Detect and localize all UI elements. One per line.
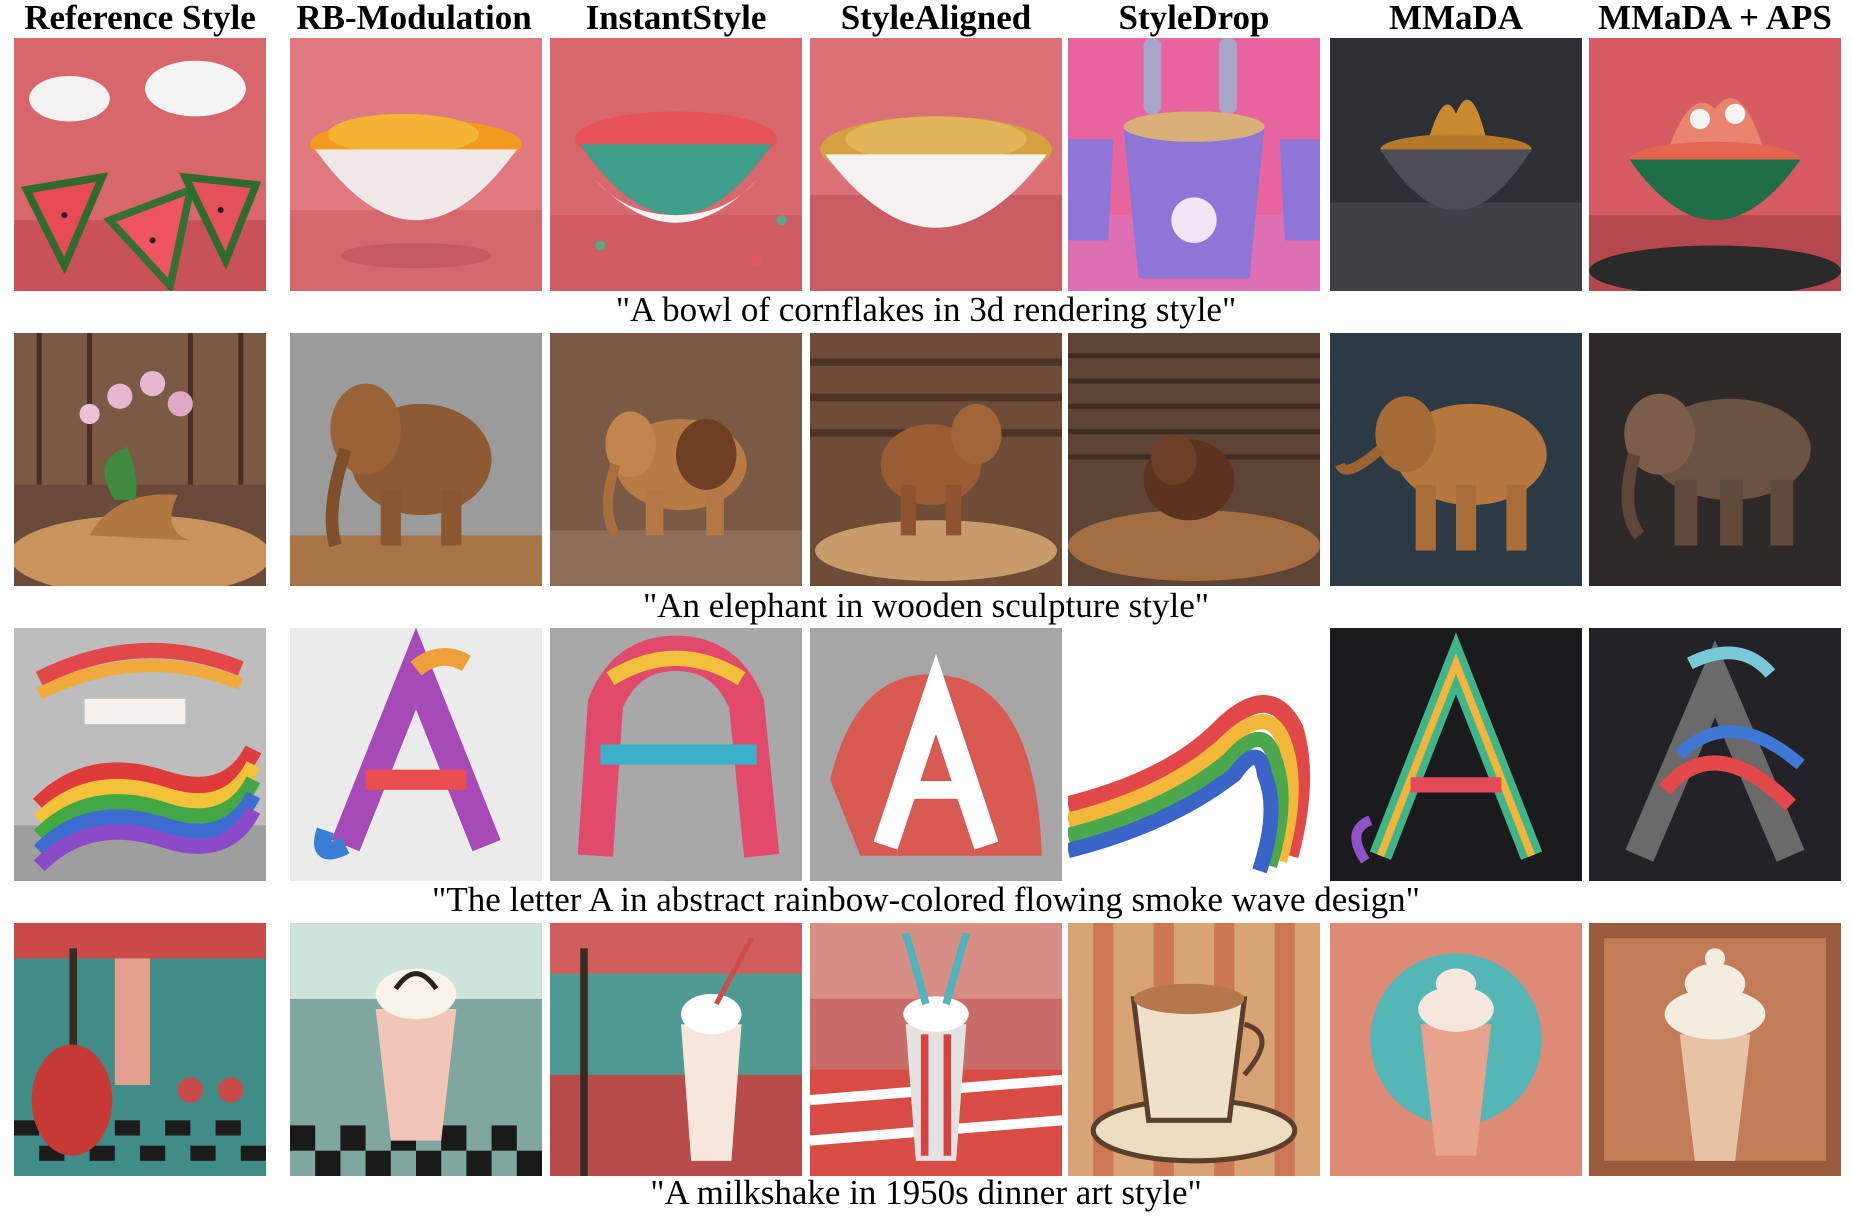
row-caption-cornflakes: "A bowl of cornflakes in 3d rendering st… [615, 290, 1237, 329]
image-rb-modulation-milkshake [290, 923, 542, 1176]
image-reference-watermelon [14, 38, 266, 291]
image-mmada-milkshake [1330, 923, 1582, 1176]
image-styledrop-elephant [1068, 333, 1320, 586]
image-mmada-cornflakes [1330, 38, 1582, 291]
image-mmada-aps-elephant [1589, 333, 1841, 586]
image-styledrop-cornflakes [1068, 38, 1320, 291]
column-header-rb-modulation: RB-Modulation [296, 0, 532, 37]
column-header-mmada: MMaDA [1388, 0, 1524, 37]
image-rb-modulation-cornflakes [290, 38, 542, 291]
column-header-styledrop: StyleDrop [1118, 0, 1270, 37]
row-caption-milkshake: "A milkshake in 1950s dinner art style" [650, 1173, 1202, 1212]
image-reference-rainbow-cake [14, 628, 266, 881]
image-reference-orchid-wood [14, 333, 266, 586]
column-header-instantstyle: InstantStyle [585, 0, 767, 37]
image-stylealigned-cornflakes [810, 38, 1062, 291]
image-instantstyle-letter-a [550, 628, 802, 881]
image-mmada-aps-letter-a [1589, 628, 1841, 881]
image-instantstyle-elephant [550, 333, 802, 586]
column-header-reference-style: Reference Style [24, 0, 256, 37]
image-rb-modulation-letter-a [290, 628, 542, 881]
image-mmada-elephant [1330, 333, 1582, 586]
image-mmada-aps-milkshake [1589, 923, 1841, 1176]
column-header-mmada-aps: MMaDA + APS [1598, 0, 1832, 37]
image-mmada-letter-a [1330, 628, 1582, 881]
row-caption-elephant: "An elephant in wooden sculpture style" [642, 586, 1210, 625]
image-rb-modulation-elephant [290, 333, 542, 586]
image-instantstyle-cornflakes [550, 38, 802, 291]
image-reference-diner-guitar [14, 923, 266, 1176]
image-instantstyle-milkshake [550, 923, 802, 1176]
row-caption-letter-a: "The letter A in abstract rainbow-colore… [432, 880, 1420, 919]
image-styledrop-milkshake [1068, 923, 1320, 1176]
image-stylealigned-elephant [810, 333, 1062, 586]
image-styledrop-letter-a [1068, 628, 1320, 881]
image-stylealigned-letter-a [810, 628, 1062, 881]
image-mmada-aps-cornflakes [1589, 38, 1841, 291]
image-stylealigned-milkshake [810, 923, 1062, 1176]
column-header-stylealigned: StyleAligned [840, 0, 1032, 37]
